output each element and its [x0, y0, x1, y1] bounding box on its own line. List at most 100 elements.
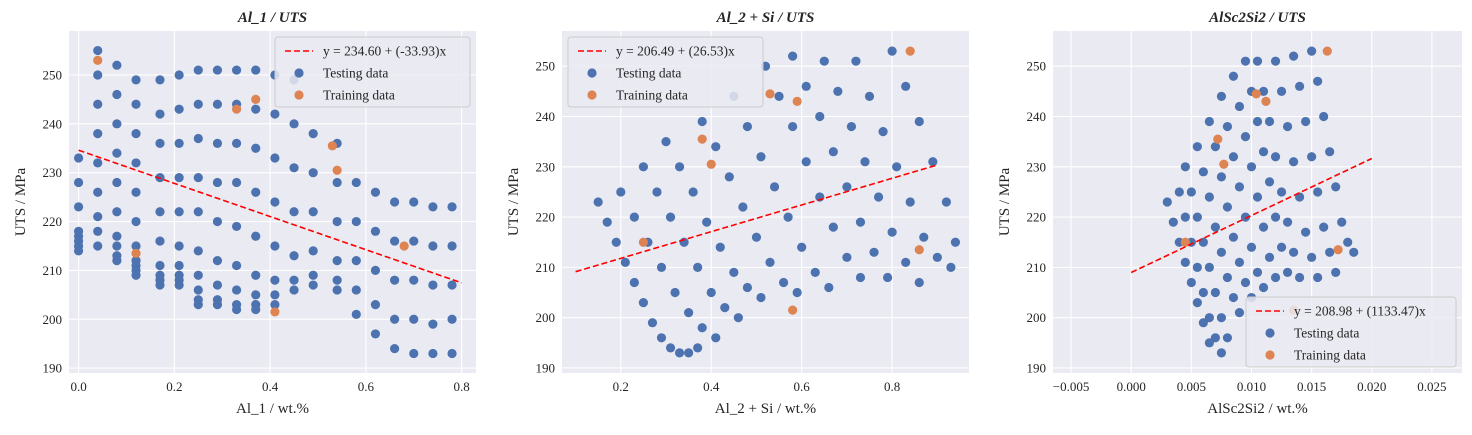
testing-point: [1301, 116, 1311, 127]
training-point: [765, 89, 775, 99]
testing-point: [155, 109, 165, 119]
testing-point: [174, 260, 184, 271]
legend-testing-swatch: [587, 68, 597, 78]
testing-point: [251, 304, 261, 315]
testing-point: [670, 287, 680, 298]
training-point: [1322, 46, 1332, 56]
y-axis-label: UTS / MPa: [997, 167, 1013, 236]
training-point: [399, 241, 409, 251]
testing-point: [174, 104, 184, 114]
testing-point: [941, 197, 951, 207]
testing-point: [447, 348, 457, 359]
testing-point: [93, 187, 103, 197]
testing-point: [174, 70, 184, 80]
testing-point: [1210, 287, 1220, 298]
legend-training-label: Training data: [1294, 348, 1366, 363]
testing-point: [693, 343, 703, 353]
y-tick-label: 200: [536, 310, 556, 325]
testing-point: [864, 91, 875, 101]
testing-point: [1204, 338, 1214, 348]
y-tick-label: 230: [1027, 159, 1047, 174]
testing-point: [428, 280, 438, 290]
testing-point: [1270, 212, 1281, 222]
testing-point: [93, 241, 103, 251]
testing-point: [131, 270, 141, 280]
testing-point: [351, 256, 361, 266]
series-training: [93, 55, 409, 317]
testing-point: [1313, 272, 1323, 283]
testing-point: [665, 343, 676, 353]
testing-point: [212, 65, 223, 75]
training-point: [638, 237, 649, 247]
y-tick-label: 220: [536, 210, 556, 225]
testing-point: [212, 216, 223, 227]
testing-point: [251, 104, 261, 114]
testing-point: [892, 162, 902, 172]
testing-point: [93, 226, 103, 236]
testing-point: [873, 192, 884, 202]
testing-point: [1210, 142, 1220, 152]
testing-point: [1216, 91, 1227, 101]
testing-point: [819, 56, 829, 66]
testing-point: [1234, 101, 1245, 112]
testing-point: [1313, 76, 1323, 86]
testing-point: [351, 309, 361, 319]
testing-point: [801, 157, 811, 167]
legend-training-swatch: [587, 90, 597, 100]
testing-point: [1307, 46, 1317, 56]
testing-point: [1168, 217, 1178, 227]
testing-point: [212, 256, 223, 266]
chart-title: AlSc2Si2 / UTS: [1208, 10, 1306, 26]
x-tick-label: 0.8: [454, 379, 470, 394]
testing-point: [1234, 182, 1245, 192]
testing-point: [428, 319, 438, 329]
x-tick-label: 0.6: [358, 379, 375, 394]
testing-point: [93, 158, 103, 168]
testing-point: [1222, 272, 1233, 283]
testing-point: [351, 177, 361, 188]
testing-point: [1276, 242, 1287, 252]
testing-point: [661, 137, 671, 147]
testing-point: [193, 246, 203, 256]
training-point: [131, 248, 141, 258]
testing-point: [1288, 157, 1299, 167]
testing-point: [390, 197, 400, 207]
testing-point: [370, 226, 381, 236]
testing-point: [697, 116, 707, 127]
testing-point: [1276, 86, 1287, 96]
testing-point: [1282, 217, 1293, 227]
chart-panel-2: 0.2 0.4 0.6 0.8 190 200 210 220 230 240 250 Al_2 + …: [506, 10, 969, 417]
y-axis-label: UTS / MPa: [506, 167, 522, 236]
training-point: [1219, 159, 1229, 169]
testing-point: [905, 197, 915, 207]
testing-point: [193, 99, 203, 109]
testing-point: [212, 280, 223, 290]
legend-frame: [567, 36, 764, 108]
testing-point: [1276, 187, 1287, 197]
testing-point: [711, 142, 721, 152]
training-point: [697, 134, 707, 144]
legend-training-label: Training data: [323, 88, 395, 103]
testing-point: [756, 292, 766, 303]
testing-point: [270, 109, 280, 119]
testing-point: [1325, 247, 1335, 257]
testing-point: [901, 81, 911, 91]
testing-point: [112, 231, 122, 241]
series-training: [638, 46, 924, 315]
x-tick-label: 0.010: [1237, 379, 1266, 394]
testing-point: [231, 304, 242, 315]
legend: y = 206.49 + (26.53)x Testing data Trainin…: [567, 36, 764, 108]
testing-point: [332, 177, 342, 188]
testing-point: [308, 129, 318, 139]
testing-point: [251, 143, 261, 153]
testing-point: [738, 202, 748, 212]
y-tick-label: 210: [536, 260, 556, 275]
testing-point: [733, 313, 743, 323]
training-point: [1261, 96, 1271, 107]
y-tick-label: 190: [43, 361, 63, 376]
testing-point: [112, 177, 122, 188]
legend-training-swatch: [294, 90, 304, 100]
training-point: [231, 104, 242, 114]
testing-point: [174, 172, 184, 183]
